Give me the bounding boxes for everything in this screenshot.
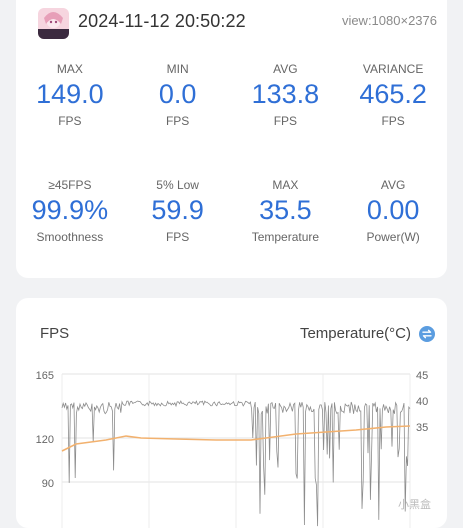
stat-max-fps: MAX 149.0 FPS [16,62,124,128]
stat-unit: Smoothness [36,230,104,244]
stat-value: 35.5 [259,195,312,225]
right-axis-tick: 40 [416,396,428,408]
stats-row-extra: ≥45FPS 99.9% Smoothness 5% Low 59.9 FPS … [16,178,447,244]
session-header: 2024-11-12 20:50:22 view:1080×2376 [38,8,437,39]
fps-temperature-chart[interactable]: 165 120 90 45 40 35 [16,298,447,528]
left-axis-tick: 120 [36,434,54,446]
stats-row-fps: MAX 149.0 FPS MIN 0.0 FPS AVG 133.8 FPS … [16,62,447,128]
stat-min-fps: MIN 0.0 FPS [124,62,232,128]
stat-value: 99.9% [31,195,109,225]
stat-unit: FPS [165,114,190,128]
view-resolution: view:1080×2376 [341,13,437,28]
stat-label: MAX [272,178,299,192]
right-axis-tick: 45 [416,370,428,382]
stat-smoothness: ≥45FPS 99.9% Smoothness [16,178,124,244]
session-timestamp: 2024-11-12 20:50:22 [78,11,246,31]
app-avatar-icon[interactable] [38,8,69,39]
temperature-series-line [61,425,411,452]
stat-5pct-low: 5% Low 59.9 FPS [124,178,232,244]
chart-temperature-title: Temperature(°C) [299,325,411,342]
fps-temperature-chart-card: 165 120 90 45 40 35 FPS Temperature(°C) … [16,298,447,528]
left-axis-tick: 90 [42,478,54,490]
stat-max-temperature: MAX 35.5 Temperature [232,178,340,244]
stat-variance-fps: VARIANCE 465.2 FPS [339,62,447,128]
chart-fps-title: FPS [40,325,70,342]
stat-value: 0.0 [158,79,197,109]
stat-label: AVG [380,178,406,192]
stat-unit: FPS [58,114,82,128]
stat-unit: Power(W) [366,230,420,244]
swap-axis-icon[interactable] [419,326,435,342]
stat-value: 59.9 [151,195,204,225]
right-axis-tick: 35 [416,422,428,434]
stat-unit: Temperature [251,230,320,244]
stat-unit: FPS [273,114,298,128]
stat-label: MAX [56,62,83,76]
stat-value: 133.8 [251,79,320,109]
stat-label: 5% Low [156,178,199,192]
stat-label: MIN [166,62,189,76]
fps-series-line [61,400,411,527]
watermark: 小黑盒 [398,499,431,511]
stat-unit: FPS [165,230,190,244]
stat-unit: FPS [381,114,405,128]
stat-value: 465.2 [359,79,427,109]
stat-label: AVG [273,62,298,76]
stat-value: 0.00 [366,195,420,225]
left-axis-tick: 165 [36,370,54,382]
stat-label: VARIANCE [362,62,424,76]
summary-card: 2024-11-12 20:50:22 view:1080×2376 MAX 1… [16,0,447,278]
chart-header: FPS Temperature(°C) [40,325,435,345]
stat-avg-power: AVG 0.00 Power(W) [339,178,447,244]
stat-avg-fps: AVG 133.8 FPS [232,62,340,128]
stat-value: 149.0 [36,79,104,109]
stat-label: ≥45FPS [48,178,92,192]
